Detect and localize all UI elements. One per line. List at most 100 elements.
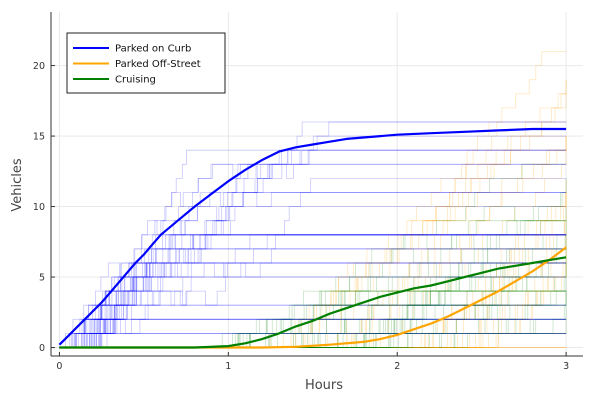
parked-on-curb-trajectory bbox=[59, 276, 567, 348]
parked-on-curb-trajectory bbox=[59, 276, 567, 348]
cruising-trajectory bbox=[59, 290, 567, 348]
cruising-trajectory bbox=[59, 220, 567, 348]
parked-on-curb-trajectory bbox=[59, 248, 567, 348]
parked-off-street-trajectory bbox=[59, 262, 567, 348]
cruising-trajectory bbox=[59, 290, 567, 348]
x-tick-label: 2 bbox=[394, 361, 400, 372]
parked-on-curb-trajectory bbox=[59, 262, 567, 348]
parked-on-curb-trajectory bbox=[59, 304, 567, 348]
parked-on-curb-trajectory bbox=[59, 234, 567, 348]
cruising-trajectory bbox=[59, 248, 567, 348]
cruising-trajectory bbox=[59, 262, 567, 348]
x-tick-label: 3 bbox=[563, 361, 569, 372]
cruising-trajectory bbox=[59, 178, 567, 348]
parked-off-street-trajectory bbox=[59, 276, 567, 348]
parked-off-street-trajectory bbox=[59, 51, 567, 348]
parked-on-curb-trajectory bbox=[59, 163, 567, 348]
cruising-trajectory bbox=[59, 220, 567, 348]
parked-on-curb-mean-line bbox=[58, 127, 567, 346]
parked-on-curb-trajectory bbox=[59, 149, 567, 348]
mean-lines bbox=[58, 127, 567, 349]
parked-on-curb-trajectory bbox=[59, 149, 567, 348]
parked-off-street-trajectory bbox=[59, 248, 567, 348]
cruising-trajectory bbox=[59, 262, 567, 348]
parked-on-curb-trajectory bbox=[59, 304, 567, 348]
parked-on-curb-trajectory bbox=[59, 234, 567, 348]
legend-label-cruising: Cruising bbox=[115, 75, 156, 86]
cruising-trajectory bbox=[59, 262, 567, 348]
parked-off-street-trajectory bbox=[59, 248, 567, 348]
parked-off-street-mean-line bbox=[59, 246, 567, 349]
cruising-trajectory bbox=[59, 234, 567, 348]
parked-on-curb-trajectory bbox=[59, 318, 567, 348]
parked-on-curb-trajectory bbox=[59, 192, 567, 348]
parked-on-curb-trajectory bbox=[59, 262, 567, 348]
parked-on-curb-trajectory bbox=[59, 234, 567, 348]
legend-label-parked-off-street: Parked Off-Street bbox=[115, 59, 201, 70]
parked-on-curb-trajectory bbox=[59, 248, 567, 348]
cruising-trajectory bbox=[59, 318, 567, 348]
parked-off-street-trajectory bbox=[59, 136, 567, 348]
parked-off-street-trajectory bbox=[59, 248, 567, 348]
parked-off-street-trajectory bbox=[59, 234, 567, 348]
parked-on-curb-trajectory bbox=[59, 149, 567, 348]
legend-label-parked-on-curb: Parked on Curb bbox=[115, 44, 191, 55]
cruising-trajectory bbox=[59, 192, 567, 348]
parked-off-street-trajectory bbox=[59, 192, 567, 348]
cruising-trajectory bbox=[59, 248, 567, 348]
parked-on-curb-trajectory bbox=[59, 234, 567, 348]
parked-on-curb-trajectory bbox=[59, 121, 567, 348]
cruising-trajectory bbox=[59, 262, 567, 348]
parked-on-curb-trajectory bbox=[59, 163, 567, 348]
parked-on-curb-trajectory bbox=[59, 248, 567, 348]
y-tick-label: 0 bbox=[39, 343, 45, 354]
parked-off-street-trajectory bbox=[59, 263, 567, 348]
cruising-trajectory bbox=[59, 276, 567, 348]
x-tick-label: 0 bbox=[56, 361, 62, 372]
parked-off-street-trajectory bbox=[59, 136, 567, 348]
parked-off-street-trajectory bbox=[59, 206, 567, 348]
parked-on-curb-trajectory bbox=[59, 318, 567, 348]
x-tick-label: 1 bbox=[225, 361, 231, 372]
cruising-trajectory bbox=[59, 234, 567, 348]
cruising-trajectory bbox=[59, 163, 567, 348]
parked-off-street-trajectory bbox=[59, 93, 567, 348]
parked-off-street-trajectory bbox=[59, 263, 567, 348]
y-tick-label: 10 bbox=[33, 202, 45, 213]
parked-on-curb-trajectory bbox=[59, 234, 567, 348]
parked-off-street-trajectory bbox=[59, 192, 567, 348]
parked-off-street-trajectory bbox=[59, 333, 567, 348]
parked-on-curb-trajectory bbox=[59, 234, 567, 348]
cruising-trajectory bbox=[59, 318, 567, 348]
cruising-trajectory bbox=[59, 248, 567, 348]
cruising-trajectory bbox=[59, 304, 567, 348]
parked-off-street-trajectory bbox=[59, 220, 567, 348]
y-tick-label: 5 bbox=[39, 273, 45, 284]
parked-off-street-trajectory bbox=[59, 149, 567, 348]
y-tick-label: 15 bbox=[33, 132, 45, 143]
parked-on-curb-trajectory bbox=[59, 178, 567, 348]
parked-off-street-trajectory bbox=[59, 262, 567, 348]
parked-off-street-trajectory bbox=[59, 290, 567, 348]
parked-off-street-trajectory bbox=[59, 178, 567, 348]
parked-off-street-trajectory bbox=[59, 263, 567, 348]
axes: 0 1 2 3 0 5 10 15 20 bbox=[33, 12, 583, 372]
cruising-trajectory bbox=[59, 206, 567, 348]
y-axis-label: Vehicles bbox=[10, 158, 25, 211]
parked-off-street-trajectory bbox=[59, 220, 567, 348]
cruising-trajectory bbox=[59, 263, 567, 348]
y-tick-label: 20 bbox=[33, 61, 45, 72]
parked-off-street-trajectory bbox=[59, 192, 567, 348]
parked-off-street-trajectory bbox=[59, 276, 567, 348]
parked-on-curb-trajectory bbox=[59, 135, 567, 348]
parked-off-street-trajectory bbox=[59, 234, 567, 348]
parked-off-street-trajectory bbox=[59, 121, 567, 348]
parked-on-curb-trajectory bbox=[59, 234, 567, 348]
parked-on-curb-trajectory bbox=[59, 234, 567, 348]
parked-off-street-trajectory bbox=[59, 206, 567, 348]
cruising-mean-line bbox=[59, 256, 567, 349]
parked-off-street-trajectory bbox=[59, 262, 567, 348]
x-axis-label: Hours bbox=[305, 378, 343, 393]
